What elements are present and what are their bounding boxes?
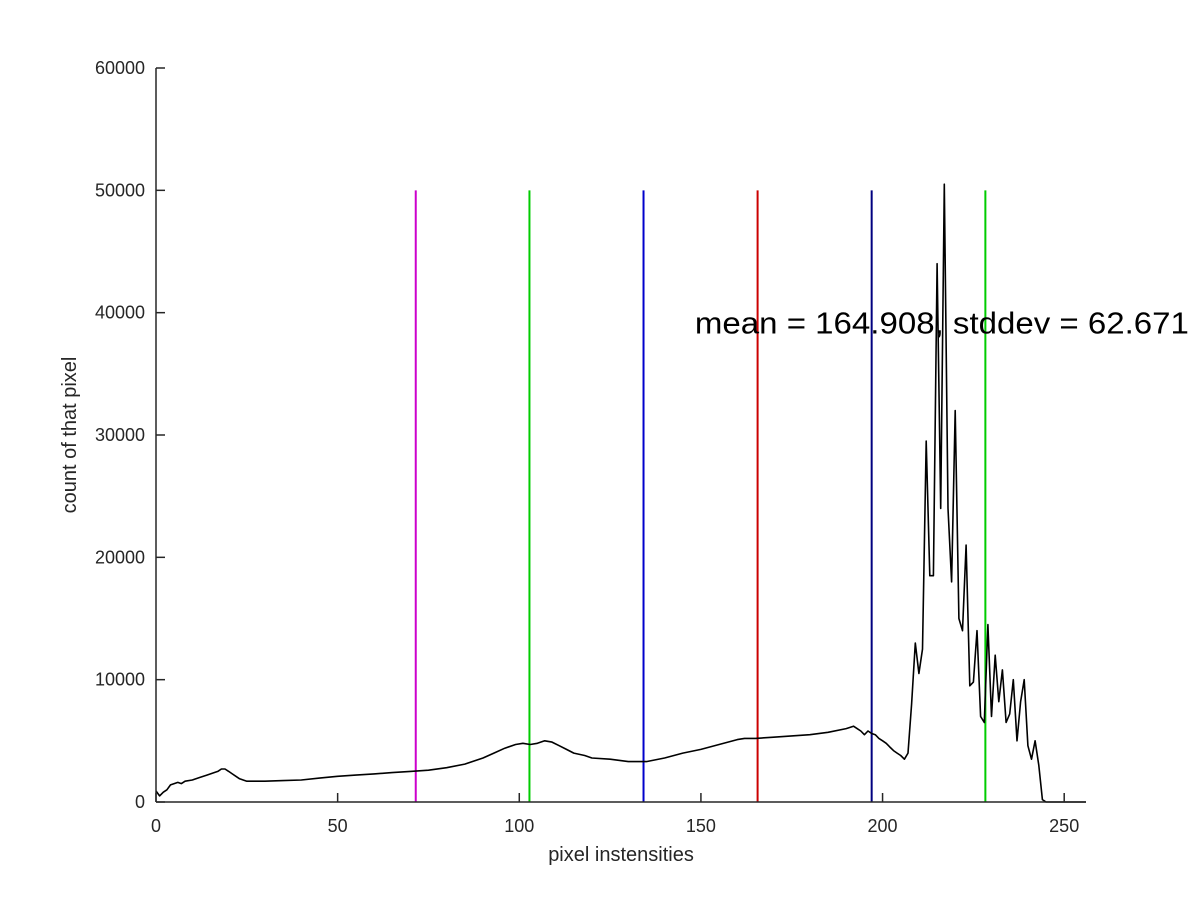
threshold-lines [414, 190, 987, 802]
y-tick-label-40000: 40000 [95, 303, 145, 323]
histogram-series-line [155, 183, 1086, 803]
y-tick-label-0: 0 [135, 792, 145, 812]
x-axis-title: pixel instensities [548, 844, 694, 866]
axes: 0 50 100 150 200 250 0 10000 20000 30000 40000 500… [95, 58, 1086, 836]
y-axis-title: count of that pixel [59, 357, 81, 514]
x-ticks: 0 50 100 150 200 250 [151, 793, 1079, 836]
x-tick-label-0: 0 [151, 816, 161, 836]
y-ticks: 0 10000 20000 30000 40000 50000 60000 [95, 58, 165, 812]
y-tick-label-30000: 30000 [95, 425, 145, 445]
x-tick-label-200: 200 [868, 816, 898, 836]
y-tick-label-50000: 50000 [95, 180, 145, 200]
x-tick-label-150: 150 [686, 816, 716, 836]
y-tick-label-10000: 10000 [95, 670, 145, 690]
y-tick-label-60000: 60000 [95, 58, 145, 78]
x-tick-label-250: 250 [1049, 816, 1079, 836]
x-tick-label-100: 100 [504, 816, 534, 836]
y-tick-label-20000: 20000 [95, 547, 145, 567]
mean-stddev-annotation: mean = 164.908, stddev = 62.671 [695, 305, 1189, 340]
x-tick-label-50: 50 [328, 816, 348, 836]
